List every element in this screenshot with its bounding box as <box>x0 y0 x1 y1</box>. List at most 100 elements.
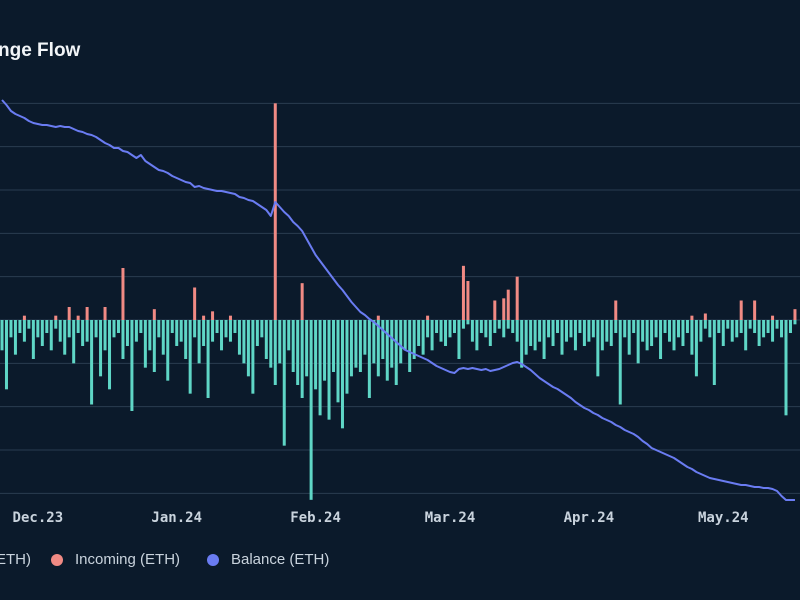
bar <box>202 315 206 320</box>
bar <box>587 320 591 342</box>
bar <box>363 320 367 355</box>
bar <box>27 320 31 329</box>
bar <box>323 320 327 381</box>
bar <box>134 320 138 342</box>
bar <box>349 320 353 377</box>
bar <box>193 287 197 320</box>
bar <box>76 320 80 333</box>
bar <box>376 315 380 320</box>
bar <box>529 320 533 346</box>
bar <box>170 320 174 333</box>
bar <box>143 320 147 368</box>
bar <box>739 320 743 333</box>
bar <box>632 320 636 333</box>
bar <box>224 320 228 338</box>
bar <box>152 320 156 372</box>
bar <box>175 320 179 346</box>
bar <box>582 320 586 346</box>
bar <box>408 320 412 372</box>
bar <box>506 320 510 329</box>
bar <box>681 320 685 346</box>
bar <box>542 320 546 359</box>
bar <box>461 320 465 329</box>
bar <box>511 320 515 333</box>
bar <box>242 320 246 364</box>
bar <box>766 320 770 333</box>
bar <box>780 320 784 338</box>
bar <box>650 320 654 346</box>
bar <box>435 320 439 333</box>
bar <box>220 320 224 351</box>
bar <box>605 320 609 342</box>
bar <box>524 320 528 355</box>
bar <box>22 315 26 320</box>
x-tick-label: May.24 <box>698 510 749 526</box>
bar <box>381 320 385 359</box>
bar <box>412 320 416 359</box>
bar <box>668 320 672 342</box>
bar <box>515 276 519 320</box>
bar <box>4 320 8 390</box>
bar <box>116 320 120 333</box>
bar <box>461 265 465 320</box>
bar <box>296 320 300 385</box>
bar <box>762 320 766 338</box>
bar <box>730 320 734 342</box>
bar <box>466 320 470 325</box>
bar <box>618 320 622 405</box>
bar <box>676 320 680 338</box>
bar <box>623 320 627 338</box>
bar <box>600 320 604 351</box>
bar <box>685 320 689 333</box>
bar <box>793 320 797 325</box>
bar <box>793 309 797 320</box>
bar <box>246 320 250 377</box>
bar <box>771 320 775 342</box>
bar <box>703 320 707 329</box>
bar <box>260 320 264 338</box>
bar <box>157 320 161 338</box>
bar <box>327 320 331 420</box>
bar <box>54 315 58 320</box>
bar <box>394 320 398 385</box>
bar <box>211 320 215 342</box>
bar <box>452 320 456 333</box>
bar <box>426 315 430 320</box>
bar <box>385 320 389 381</box>
chart-title: nge Flow <box>0 40 81 61</box>
bar <box>287 320 291 351</box>
legend-label: Incoming (ETH) <box>75 551 180 568</box>
bar <box>573 320 577 351</box>
bar <box>591 320 595 338</box>
bar <box>90 320 94 405</box>
bar <box>551 320 555 346</box>
bar <box>703 313 707 320</box>
bar <box>466 281 470 320</box>
bar <box>367 320 371 398</box>
bar <box>31 320 35 359</box>
bar <box>264 320 268 359</box>
bar <box>139 320 143 333</box>
bar <box>202 320 206 346</box>
bar <box>58 320 62 342</box>
bar <box>596 320 600 377</box>
bar <box>188 320 192 394</box>
bar <box>515 320 519 342</box>
bar <box>121 320 125 359</box>
bar <box>197 320 201 364</box>
bar <box>699 320 703 342</box>
bar <box>641 320 645 342</box>
bar <box>318 320 322 416</box>
bar <box>85 307 89 320</box>
bar <box>497 320 501 329</box>
bar <box>85 320 89 342</box>
bar <box>609 320 613 346</box>
bar <box>22 320 26 342</box>
x-tick-label: Apr.24 <box>564 510 615 526</box>
bar <box>479 320 483 333</box>
bar <box>49 320 53 351</box>
bar <box>654 320 658 338</box>
bar <box>94 320 98 338</box>
bar <box>569 320 573 338</box>
